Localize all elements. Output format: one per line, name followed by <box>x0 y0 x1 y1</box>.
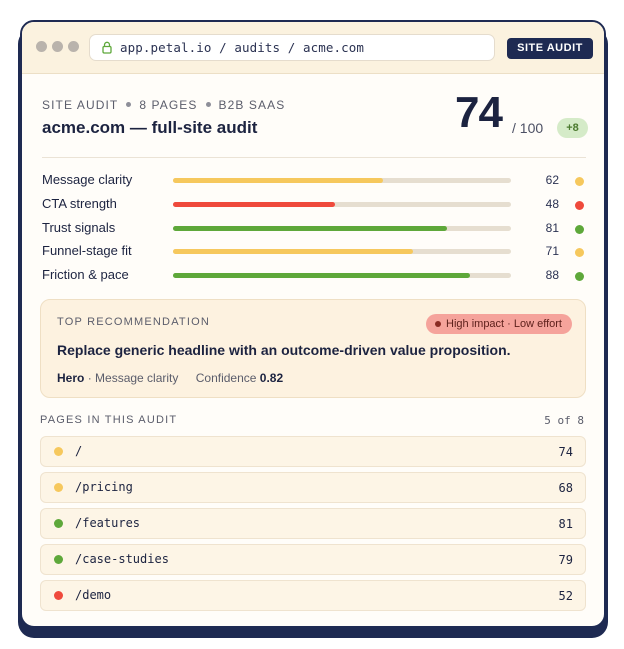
metric-row: Message clarity 62 <box>42 170 590 192</box>
metric-bar-track <box>173 178 511 183</box>
page-score: 68 <box>558 481 573 495</box>
page-path: /pricing <box>75 480 133 494</box>
metric-row: Trust signals 81 <box>42 218 590 240</box>
metric-value: 48 <box>545 197 559 211</box>
address-bar[interactable]: app.petal.io / audits / acme.com <box>89 34 495 61</box>
meta-segment: B2B SAAS <box>218 98 286 112</box>
window-close-dot[interactable] <box>36 41 47 52</box>
page-score: 52 <box>558 589 573 603</box>
metric-status-dot <box>575 225 584 234</box>
metric-bar-fill <box>173 202 336 207</box>
page-row[interactable]: /demo 52 <box>40 580 586 611</box>
header-divider <box>42 157 586 158</box>
page-path: / <box>75 444 83 458</box>
metric-bar-track <box>173 249 511 254</box>
score-delta-badge: +8 <box>557 118 588 138</box>
meta-separator <box>126 102 132 107</box>
top-recommendation-card[interactable]: TOP RECOMMENDATION High impact · Low eff… <box>40 299 586 398</box>
recommendation-text: Replace generic headline with an outcome… <box>57 342 511 358</box>
metric-label: Friction & pace <box>42 267 129 282</box>
metric-label: Funnel-stage fit <box>42 243 132 258</box>
metric-status-dot <box>575 177 584 186</box>
page-status-dot <box>54 447 63 456</box>
page-status-dot <box>54 591 63 600</box>
page-row[interactable]: /case-studies 79 <box>40 544 586 575</box>
metric-bar-fill <box>173 273 471 278</box>
pages-count: 5 of 8 <box>544 414 584 427</box>
metric-bar-track <box>173 226 511 231</box>
page-path: /features <box>75 516 141 530</box>
metric-bar-fill <box>173 249 413 254</box>
score-max: / 100 <box>512 120 544 136</box>
metric-row: Funnel-stage fit 71 <box>42 241 590 263</box>
page-score: 81 <box>558 517 573 531</box>
meta-pages: 8 PAGES <box>139 98 198 112</box>
metric-label: Trust signals <box>42 220 116 235</box>
page-title: acme.com — full-site audit <box>42 118 258 137</box>
meta-separator <box>205 102 211 107</box>
metric-label: Message clarity <box>42 172 133 187</box>
impact-dot-icon <box>435 321 442 327</box>
page-status-dot <box>54 555 63 564</box>
metric-bar-track <box>173 273 511 278</box>
recommendation-heading: TOP RECOMMENDATION <box>57 316 210 328</box>
metric-value: 81 <box>545 221 559 235</box>
page-score: 79 <box>558 553 573 567</box>
metric-row: CTA strength 48 <box>42 194 590 216</box>
browser-window: app.petal.io / audits / acme.com SITE AU… <box>20 20 606 628</box>
confidence-label: Confidence <box>195 371 257 385</box>
metric-value: 88 <box>545 268 559 282</box>
metric-bar-track <box>173 202 511 207</box>
page-status-dot <box>54 519 63 528</box>
impact-badge: High impact · Low effort <box>426 314 572 334</box>
page-row[interactable]: /features 81 <box>40 508 586 539</box>
metric-value: 71 <box>545 244 559 258</box>
page-score: 74 <box>558 445 573 459</box>
impact-badge-label: High impact · Low effort <box>446 318 562 330</box>
overall-score: 74 <box>455 88 503 137</box>
metric-value: 62 <box>545 173 559 187</box>
metric-label: CTA strength <box>42 196 117 211</box>
audit-meta: SITE AUDIT 8 PAGES B2B SAAS <box>42 98 285 112</box>
metric-status-dot <box>575 272 584 281</box>
window-minimize-dot[interactable] <box>52 41 63 52</box>
meta-type: SITE AUDIT <box>42 98 119 112</box>
pages-heading: PAGES IN THIS AUDIT <box>40 414 178 426</box>
page-row[interactable]: / 74 <box>40 436 586 467</box>
recommendation-category: · Message clarity <box>87 371 179 385</box>
confidence-value: 0.82 <box>259 371 284 385</box>
page-path: /demo <box>75 588 112 602</box>
page-path: /case-studies <box>75 552 169 566</box>
lock-icon <box>102 41 112 54</box>
metric-bar-fill <box>173 226 447 231</box>
window-maximize-dot[interactable] <box>68 41 79 52</box>
site-audit-button[interactable]: SITE AUDIT <box>507 38 593 59</box>
recommendation-footer: Hero · Message clarity Confidence 0.82 <box>57 371 283 385</box>
page-row[interactable]: /pricing 68 <box>40 472 586 503</box>
metric-status-dot <box>575 201 584 210</box>
url-text: app.petal.io / audits / acme.com <box>120 40 365 55</box>
metric-status-dot <box>575 248 584 257</box>
recommendation-section: Hero <box>57 371 85 385</box>
metric-row: Friction & pace 88 <box>42 265 590 287</box>
metric-bar-fill <box>173 178 383 183</box>
browser-titlebar: app.petal.io / audits / acme.com SITE AU… <box>22 22 604 74</box>
page-status-dot <box>54 483 63 492</box>
